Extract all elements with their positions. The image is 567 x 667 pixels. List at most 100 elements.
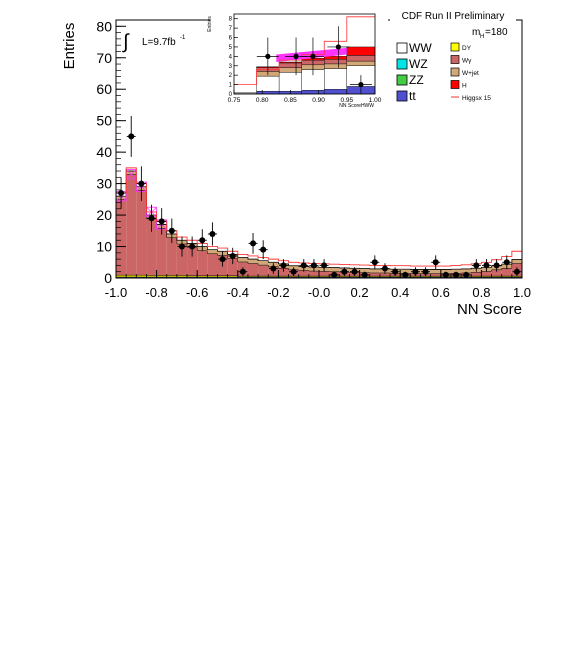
stack-bar-dy <box>501 276 512 278</box>
x-tick-label: -0.8 <box>145 285 167 300</box>
data-point <box>483 262 490 269</box>
stack-bar-dy <box>471 276 482 278</box>
stack-bar-dy <box>237 276 248 278</box>
main-plot: -1.0 -0.8 -0.6 -0.4 -0.2 -0.0 0.2 0.4 0.6 0.8 1.00… <box>61 18 531 318</box>
higgs-overlay-line <box>116 167 522 267</box>
legend-swatch-tt <box>396 90 408 102</box>
stack-bar-w <box>430 273 441 277</box>
mass-label-value: =180 <box>485 27 508 38</box>
inset-bar-wjet <box>346 60 376 66</box>
stack-bar-dy <box>420 276 431 278</box>
stack-bar-wjet <box>400 269 411 274</box>
inset-frame <box>233 13 376 95</box>
inset-plot: 0.75 0.80 0.85 0.90 0.95 1.00 0 1 2 3 4 5 6 7 8 Entrie… <box>207 10 388 109</box>
legend-swatch-h <box>450 80 460 89</box>
stack-bar-dy <box>319 276 330 278</box>
data-point <box>229 252 236 259</box>
inset-x-tick-label: 1.00 <box>369 97 382 104</box>
legend-swatch-wjet <box>450 67 460 77</box>
data-point <box>371 259 378 266</box>
inset-bar-h <box>324 56 347 60</box>
stack-bar-wjet <box>258 260 269 266</box>
stack-bar-w <box>258 265 269 277</box>
x-tick-label: -0.0 <box>308 285 330 300</box>
data-point <box>260 246 267 253</box>
stack-bar-wjet <box>440 269 451 274</box>
inset-bar-h <box>278 61 302 64</box>
x-tick-label: 0.8 <box>472 285 490 300</box>
data-point <box>432 259 439 266</box>
inset-data-point <box>310 53 316 59</box>
inset-bar-h <box>346 46 376 56</box>
stack-bar-wjet <box>511 259 522 264</box>
layer-outline <box>116 170 522 270</box>
inset-bar-w <box>278 62 302 68</box>
data-point <box>341 268 348 275</box>
y-tick-label: 50 <box>96 113 112 129</box>
stack-bar-w <box>166 237 177 276</box>
x-tick-label: -1.0 <box>105 285 127 300</box>
inset-higgs-line <box>234 16 375 85</box>
stack-bar-wjet <box>369 268 380 273</box>
inset-y-tick-label: 3 <box>229 64 233 70</box>
legend: WW WZ ZZ tt DY Wγ W+jet H Higgsx 15 <box>396 41 491 103</box>
inset-bar-ww <box>278 72 302 92</box>
y-tick-label: 20 <box>96 207 112 223</box>
legend-label-dy: DY <box>462 45 472 52</box>
stack-bar-dy <box>247 276 259 278</box>
legend-swatch-zz <box>396 74 408 86</box>
stack-bar-dy <box>288 276 299 278</box>
main-x-axis-label: NN Score <box>457 301 522 318</box>
inset-x-tick-label: 0.75 <box>228 97 241 104</box>
stack-bar-dy <box>481 276 492 278</box>
data-point <box>290 268 297 275</box>
data-point <box>280 262 287 269</box>
data-point <box>128 133 135 140</box>
data-point <box>473 262 480 269</box>
inset-bar-ww <box>324 68 347 90</box>
stack-bar-w <box>176 244 188 276</box>
inset-bar-w <box>346 55 376 62</box>
stack-bar-dy <box>197 275 208 278</box>
x-tick-label: 0.2 <box>351 285 369 300</box>
stack-bar-w <box>247 263 259 277</box>
stack-bar-dy <box>379 276 391 278</box>
stack-bar-wjet <box>450 269 462 274</box>
stack-bar-wjet <box>207 249 218 254</box>
data-point <box>250 240 257 247</box>
y-tick-label: 40 <box>96 144 112 160</box>
y-tick-label: 60 <box>96 81 112 97</box>
inset-data-point <box>358 81 364 88</box>
stack-bar-w <box>308 271 319 277</box>
data-point <box>189 243 196 250</box>
inset-y-tick-label: 2 <box>229 73 233 79</box>
stack-bar-wjet <box>247 259 259 264</box>
inset-data-point <box>335 44 341 50</box>
x-tick-label: -0.6 <box>186 285 208 300</box>
mass-label-m: m <box>472 27 480 38</box>
stack-bar-dy <box>339 276 350 278</box>
inset-higgs-overlay <box>234 16 375 85</box>
stack-bar-w <box>136 190 147 276</box>
legend-label-w: Wγ <box>462 58 472 65</box>
inset-data-point <box>265 53 271 59</box>
data-point <box>158 218 165 225</box>
stack-bar-w <box>187 247 198 276</box>
stack-bar-dy <box>136 275 147 278</box>
x-tick-label: 0.4 <box>391 285 409 300</box>
data-point <box>168 227 175 234</box>
data-point <box>300 262 307 269</box>
stack-bar-w <box>116 199 127 276</box>
stack-bar-dy <box>369 276 380 278</box>
stack-bar-wjet <box>430 269 441 274</box>
inset-axes: 0.75 0.80 0.85 0.90 0.95 1.00 0 1 2 3 4 5 6 7 8 <box>228 17 382 104</box>
stack-bar-dy <box>349 276 360 278</box>
legend-label-ww: WW <box>409 41 432 55</box>
mass-label-sub: H <box>480 34 484 40</box>
inset-x-tick-label: 0.80 <box>256 97 269 104</box>
stack-bar-w <box>126 174 137 276</box>
y-tick-label: 30 <box>96 176 112 192</box>
stack-bar-wjet <box>359 268 370 273</box>
x-tick-label: 0.6 <box>432 285 450 300</box>
data-point <box>381 265 388 272</box>
